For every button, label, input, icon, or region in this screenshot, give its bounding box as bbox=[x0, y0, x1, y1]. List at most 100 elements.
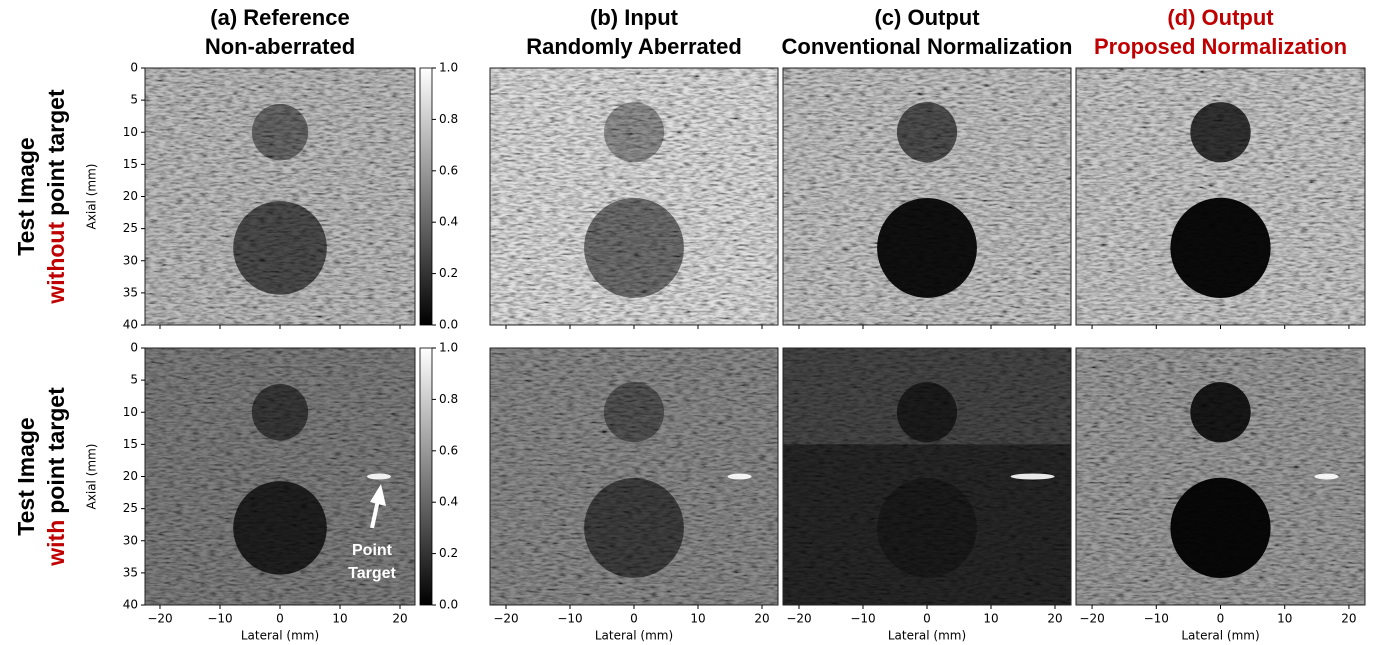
cyst-large bbox=[233, 481, 327, 575]
image-panel bbox=[783, 348, 1071, 605]
colorbar-tick-label: 0.6 bbox=[439, 163, 458, 177]
cyst-small bbox=[604, 102, 664, 162]
colorbar-tick-label: 0.4 bbox=[439, 215, 458, 229]
colorbar-tick-label: 0.8 bbox=[439, 392, 458, 406]
x-tick-label: 20 bbox=[1341, 612, 1356, 626]
y-tick-label: 30 bbox=[123, 253, 138, 267]
x-tick-label: 10 bbox=[1277, 612, 1292, 626]
y-tick-label: 25 bbox=[123, 221, 138, 235]
x-tick-label: −10 bbox=[1144, 612, 1169, 626]
cyst-small bbox=[604, 382, 664, 442]
cyst-large bbox=[584, 198, 684, 298]
x-tick-label: 0 bbox=[923, 612, 931, 626]
y-tick-label: 10 bbox=[123, 405, 138, 419]
colorbar-tick-label: 0.0 bbox=[439, 318, 458, 332]
column-subtitle: Conventional Normalization bbox=[782, 34, 1073, 59]
row-highlight: without bbox=[43, 222, 69, 305]
y-axis-label: Axial (mm) bbox=[85, 164, 99, 230]
x-tick-label: −20 bbox=[786, 612, 811, 626]
y-tick-label: 35 bbox=[123, 565, 138, 579]
y-tick-label: 10 bbox=[123, 125, 138, 139]
column-title: (d) Output bbox=[1167, 5, 1274, 30]
colorbar-tick-label: 1.0 bbox=[439, 61, 458, 75]
x-tick-label: 20 bbox=[754, 612, 769, 626]
y-tick-label: 35 bbox=[123, 285, 138, 299]
x-tick-label: 20 bbox=[392, 612, 407, 626]
x-axis-label: Lateral (mm) bbox=[888, 629, 966, 643]
colorbar-tick-label: 0.0 bbox=[439, 598, 458, 612]
colorbar-tick-label: 1.0 bbox=[439, 341, 458, 355]
point-target bbox=[1314, 474, 1338, 480]
y-tick-label: 15 bbox=[123, 437, 138, 451]
colorbar-tick-label: 0.6 bbox=[439, 443, 458, 457]
image-panel bbox=[145, 68, 415, 325]
image-panel bbox=[490, 68, 778, 325]
cyst-large bbox=[877, 198, 977, 298]
x-tick-label: 20 bbox=[1047, 612, 1062, 626]
point-target bbox=[1011, 474, 1055, 480]
y-tick-label: 40 bbox=[123, 598, 138, 612]
x-tick-label: 0 bbox=[630, 612, 638, 626]
y-tick-label: 0 bbox=[130, 341, 138, 355]
colorbar-tick-label: 0.2 bbox=[439, 266, 458, 280]
point-target bbox=[367, 474, 391, 480]
y-tick-label: 25 bbox=[123, 501, 138, 515]
x-tick-label: 10 bbox=[983, 612, 998, 626]
annotation-label: Point bbox=[352, 542, 393, 559]
cyst-large bbox=[584, 478, 684, 578]
x-tick-label: 0 bbox=[276, 612, 284, 626]
x-tick-label: −10 bbox=[207, 612, 232, 626]
x-axis-label: Lateral (mm) bbox=[1181, 629, 1259, 643]
image-panel bbox=[783, 68, 1071, 325]
row-label: with point target bbox=[43, 387, 69, 567]
image-panel bbox=[490, 348, 778, 605]
cyst-small bbox=[252, 384, 308, 440]
cyst-small bbox=[897, 102, 957, 162]
column-title: (c) Output bbox=[874, 5, 980, 30]
colorbar bbox=[420, 68, 432, 325]
cyst-small bbox=[252, 104, 308, 160]
x-axis-label: Lateral (mm) bbox=[595, 629, 673, 643]
x-tick-label: −20 bbox=[147, 612, 172, 626]
column-subtitle: Proposed Normalization bbox=[1094, 34, 1347, 59]
y-tick-label: 0 bbox=[130, 61, 138, 75]
annotation-label: Target bbox=[348, 565, 396, 582]
row-label: without point target bbox=[43, 89, 69, 305]
column-subtitle: Non-aberrated bbox=[205, 34, 355, 59]
x-tick-label: 10 bbox=[690, 612, 705, 626]
y-tick-label: 5 bbox=[130, 373, 138, 387]
point-target bbox=[728, 474, 752, 480]
cyst-large bbox=[877, 478, 977, 578]
x-tick-label: −20 bbox=[1079, 612, 1104, 626]
y-tick-label: 30 bbox=[123, 533, 138, 547]
colorbar-tick-label: 0.2 bbox=[439, 546, 458, 560]
figure: (a) ReferenceNon-aberrated(b) InputRando… bbox=[0, 0, 1374, 645]
cyst-large bbox=[1170, 198, 1270, 298]
colorbar-tick-label: 0.8 bbox=[439, 112, 458, 126]
colorbar-tick-label: 0.4 bbox=[439, 495, 458, 509]
row-rest: point target bbox=[43, 89, 69, 216]
y-tick-label: 20 bbox=[123, 189, 138, 203]
row-highlight: with bbox=[43, 520, 69, 567]
x-axis-label: Lateral (mm) bbox=[241, 629, 319, 643]
colorbar bbox=[420, 348, 432, 605]
x-tick-label: 0 bbox=[1217, 612, 1225, 626]
y-tick-label: 15 bbox=[123, 157, 138, 171]
row-label: Test Image bbox=[13, 417, 39, 535]
x-tick-label: −20 bbox=[493, 612, 518, 626]
x-tick-label: −10 bbox=[557, 612, 582, 626]
cyst-small bbox=[1190, 102, 1250, 162]
x-tick-label: −10 bbox=[850, 612, 875, 626]
cyst-small bbox=[1190, 382, 1250, 442]
cyst-large bbox=[1170, 478, 1270, 578]
column-subtitle: Randomly Aberrated bbox=[526, 34, 742, 59]
column-title: (a) Reference bbox=[210, 5, 349, 30]
image-panel bbox=[1076, 348, 1365, 605]
y-tick-label: 20 bbox=[123, 469, 138, 483]
x-tick-label: 10 bbox=[332, 612, 347, 626]
y-tick-label: 5 bbox=[130, 93, 138, 107]
y-axis-label: Axial (mm) bbox=[85, 444, 99, 510]
row-rest: point target bbox=[43, 387, 69, 514]
image-panel bbox=[1076, 68, 1365, 325]
cyst-large bbox=[233, 201, 327, 295]
